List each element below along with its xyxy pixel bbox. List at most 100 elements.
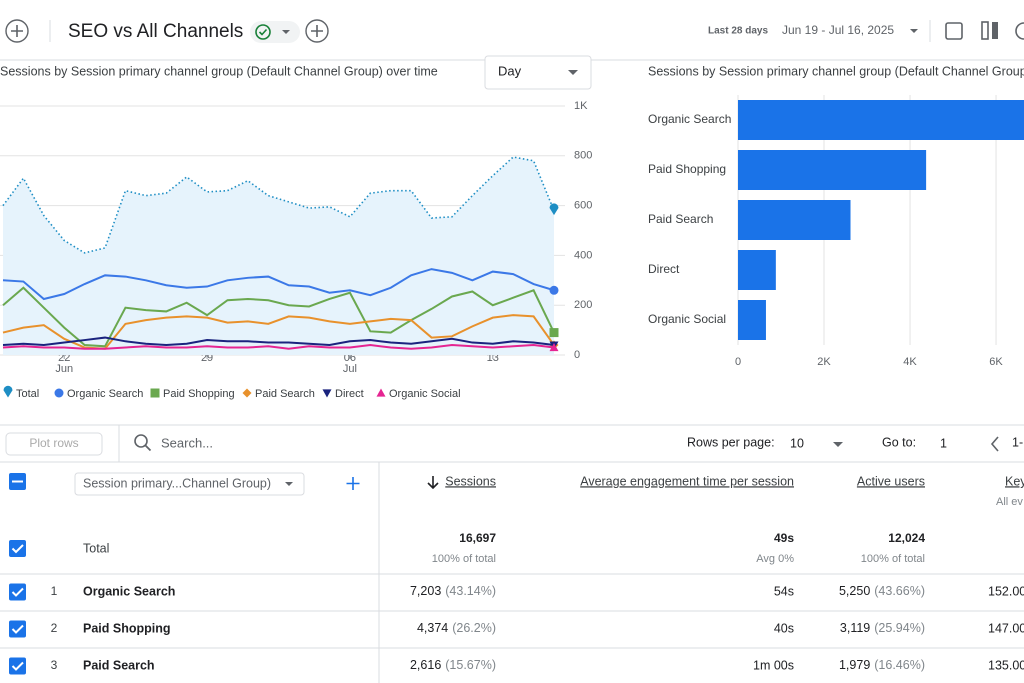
row-checkbox[interactable] <box>9 540 26 557</box>
row-checkbox[interactable] <box>9 620 26 638</box>
add-dimension[interactable] <box>346 477 360 490</box>
users-value: 1,979 <box>839 658 870 672</box>
y-tick-label: 1K <box>574 100 588 112</box>
row-rank: 3 <box>51 658 58 672</box>
row-checkbox[interactable] <box>9 583 26 601</box>
y-tick-label: 200 <box>574 299 592 311</box>
check-icon <box>11 544 24 554</box>
legend-label: Total <box>16 388 39 400</box>
users-share: (25.94%) <box>874 621 925 635</box>
rows-per-page-label: Rows per page: <box>687 435 775 449</box>
marker <box>549 343 559 352</box>
column-header[interactable]: Key <box>1005 474 1024 488</box>
users-cell: 3,119 (25.94%) <box>840 621 925 635</box>
date-range-label: Last 28 days <box>708 26 768 37</box>
check-icon <box>11 624 24 634</box>
bar <box>738 150 927 190</box>
sessions-share: (43.14%) <box>445 584 496 598</box>
check-icon <box>11 587 24 597</box>
line <box>2 336 555 347</box>
insights-icon[interactable] <box>1015 22 1024 40</box>
sessions-cell: 4,374 (26.2%) <box>417 621 496 635</box>
granularity: Day <box>498 63 522 78</box>
marker <box>549 328 559 338</box>
marker <box>549 203 559 216</box>
plot-rows: Plot rows <box>29 436 78 450</box>
key-events-cell: 152.00 <box>988 584 1024 598</box>
date-range[interactable]: Jun 19 - Jul 16, 2025 <box>782 23 894 37</box>
check-icon <box>258 28 268 36</box>
dropdown-arrow <box>282 30 290 34</box>
column-header[interactable]: Average engagement time per session <box>580 474 794 488</box>
legend-label: Paid Search <box>255 388 315 400</box>
prev-page[interactable] <box>990 436 999 452</box>
bar <box>738 300 766 340</box>
x-tick-label: 6K <box>989 356 1003 368</box>
column-subheader: All ev <box>996 496 1023 508</box>
column-header[interactable]: Sessions <box>445 474 496 488</box>
legend-label: Organic Search <box>67 388 143 400</box>
report-title: SEO vs All Channels <box>68 21 243 42</box>
row-checkbox[interactable] <box>9 657 26 675</box>
row-rank: 2 <box>51 621 58 635</box>
y-tick-label: Organic Social <box>648 312 726 326</box>
compare-icon <box>992 22 998 39</box>
x-tick-label: 4K <box>903 356 917 368</box>
line <box>2 344 555 350</box>
sessions-cell: 2,616 (15.67%) <box>410 658 496 672</box>
y-tick-label: 800 <box>574 150 592 162</box>
bar-chart-title: Sessions by Session primary channel grou… <box>648 64 1024 78</box>
granularity-select[interactable] <box>484 55 592 90</box>
column-header[interactable]: Active users <box>857 474 925 488</box>
key-events-cell: 135.00 <box>988 658 1024 672</box>
row-rank: 1 <box>51 584 58 598</box>
sessions-value: 7,203 <box>410 584 441 598</box>
y-tick-label: 0 <box>574 349 580 361</box>
y-tick-label: Paid Search <box>648 212 713 226</box>
search-input[interactable]: Search... <box>161 435 213 450</box>
marker <box>242 388 252 398</box>
plot-rows-button[interactable] <box>5 432 103 456</box>
dropdown-arrow <box>910 29 918 33</box>
search-icon <box>144 444 152 452</box>
compare-icon[interactable] <box>981 21 989 40</box>
dropdown-arrow <box>568 70 578 75</box>
go-to-label: Go to: <box>882 435 916 449</box>
total-sub: 100% of total <box>432 553 496 565</box>
status-chip[interactable] <box>250 21 300 43</box>
dimension-header: Session primary...Channel Group) <box>83 476 271 490</box>
add-comparison[interactable] <box>305 19 329 43</box>
total-sub: Avg 0% <box>756 553 794 565</box>
share-icon[interactable] <box>945 22 963 40</box>
rows-per-page[interactable]: 10 <box>790 436 804 450</box>
add-icon <box>11 25 23 37</box>
add-button[interactable] <box>5 19 29 43</box>
line-chart-title: Sessions by Session primary channel grou… <box>0 64 438 78</box>
check-icon <box>11 661 24 671</box>
top-bar <box>0 0 1024 60</box>
check-icon <box>255 24 271 40</box>
x-tick-label: 2K <box>817 356 831 368</box>
y-tick-label: 400 <box>574 249 592 261</box>
add-icon <box>311 25 323 37</box>
go-to[interactable]: 1 <box>940 436 947 450</box>
x-month-label: Jul <box>343 363 357 375</box>
dimension-select[interactable] <box>74 472 305 496</box>
bar <box>738 100 1024 140</box>
x-tick-label: 0 <box>735 356 741 368</box>
search-icon <box>134 434 148 448</box>
total-value: 16,697 <box>459 531 496 545</box>
total-value: 49s <box>774 531 794 545</box>
sessions-value: 2,616 <box>410 658 441 672</box>
key-events-cell: 147.00 <box>988 621 1024 635</box>
area <box>3 157 554 355</box>
users-value: 3,119 <box>840 621 870 635</box>
dropdown-arrow <box>833 442 843 447</box>
line <box>2 268 555 301</box>
total-label: Total <box>83 541 109 555</box>
page-range: 1- <box>1012 435 1023 449</box>
bar <box>738 200 851 240</box>
total-sub: 100% of total <box>861 553 925 565</box>
